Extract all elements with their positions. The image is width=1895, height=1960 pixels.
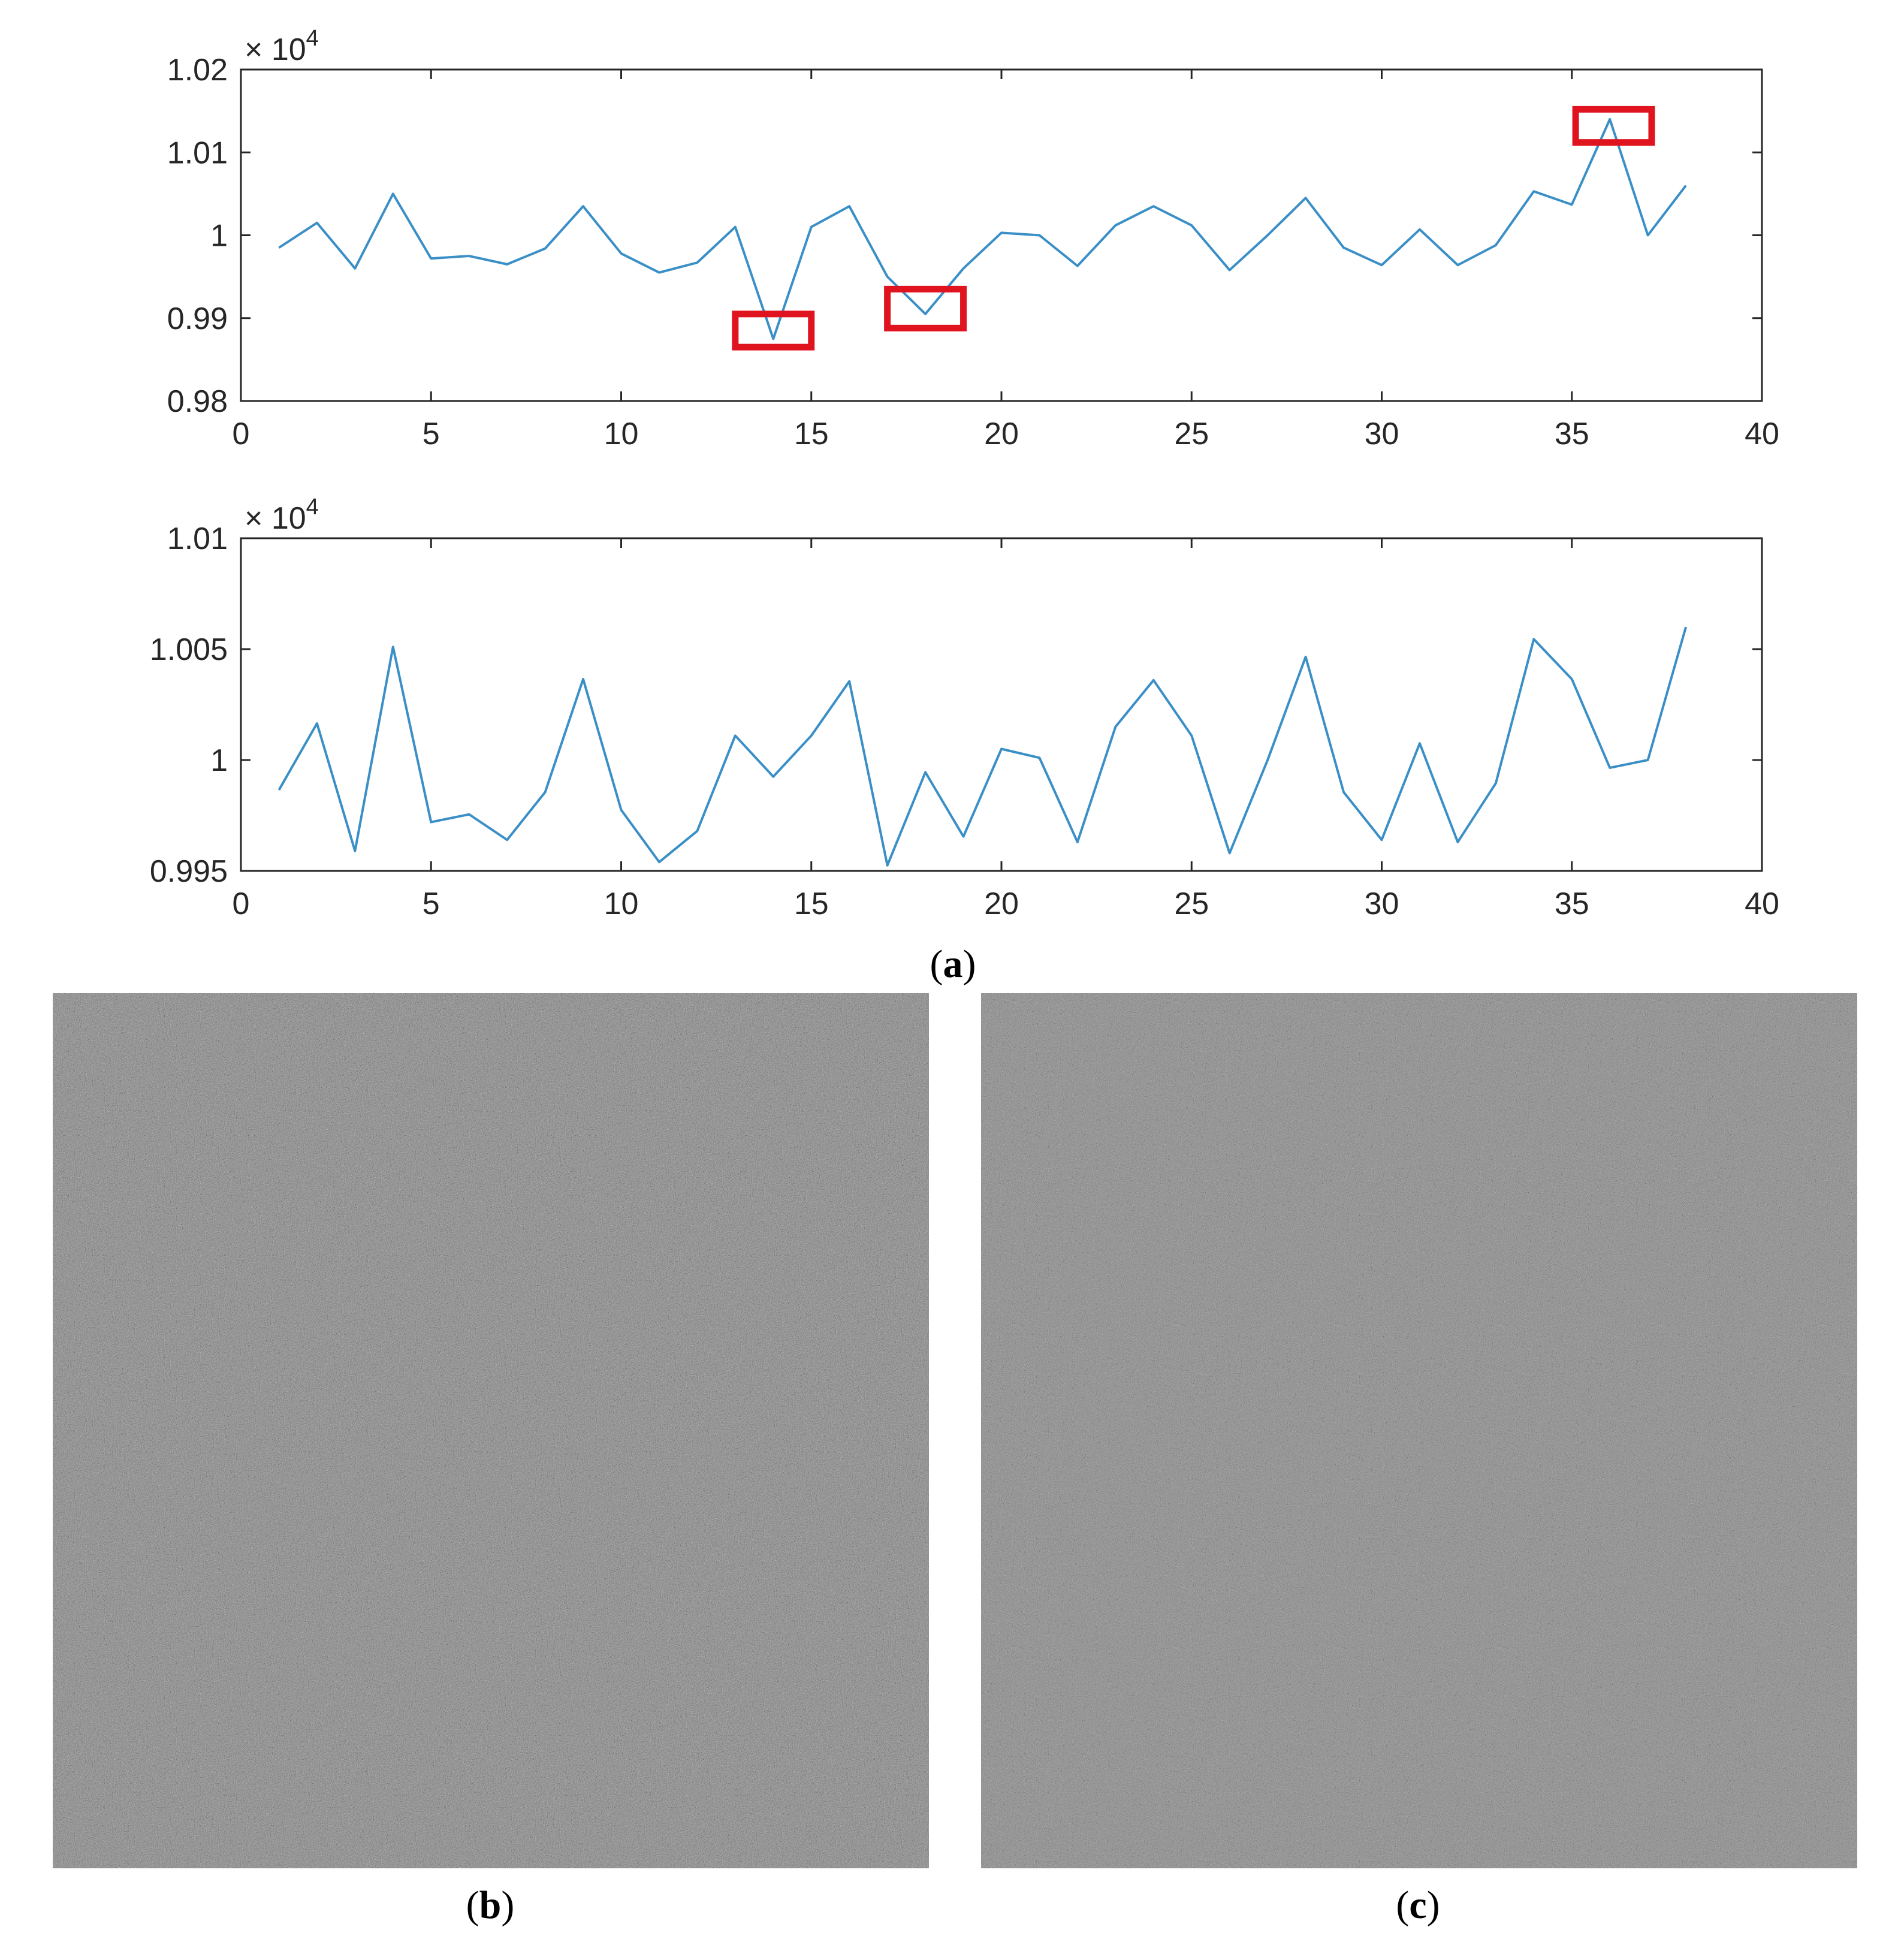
x-tick-label: 40: [1745, 886, 1779, 921]
x-axis: 0 5 10 15 20 25 30 35 40: [233, 70, 1779, 451]
exponent-label: × 104: [245, 26, 319, 67]
x-tick-label: 25: [1174, 417, 1209, 451]
plot-frame: [240, 537, 1763, 872]
y-tick-label: 1.005: [150, 632, 228, 667]
x-tick-label: 35: [1555, 417, 1589, 451]
exponent-label: × 104: [245, 494, 319, 536]
y-axis: 0.98 0.99 1 1.01 1.02: [167, 53, 1762, 419]
x-tick-label: 30: [1365, 417, 1399, 451]
noise-texture-overlay: [981, 993, 1857, 1868]
x-tick-label: 25: [1174, 886, 1209, 921]
x-tick-label: 20: [984, 886, 1019, 921]
chart-a-top: 0 5 10 15 20 25 30 35 40 0.98 0.99 1 1.01 1.02 × 104: [167, 26, 1779, 451]
y-tick-label: 1.01: [167, 135, 228, 170]
highlight-box: [1572, 105, 1655, 146]
plot-area: [277, 626, 1688, 867]
x-tick-label: 20: [984, 417, 1019, 451]
image-c: [981, 993, 1857, 1868]
x-axis: 0 5 10 15 20 25 30 35 40: [233, 538, 1779, 921]
x-tick-label: 10: [604, 417, 639, 451]
x-tick-label: 15: [794, 417, 829, 451]
highlight-box: [884, 285, 967, 331]
caption-b: (b): [466, 1883, 515, 1927]
y-tick-label: 1.02: [167, 53, 228, 88]
y-tick-label: 0.995: [150, 854, 228, 889]
x-tick-label: 15: [794, 886, 829, 921]
x-tick-label: 5: [423, 886, 440, 921]
plot-area: [278, 117, 1687, 340]
y-tick-label: 1: [210, 743, 228, 778]
x-tick-label: 5: [423, 417, 440, 451]
caption-a: (a): [930, 942, 976, 986]
y-tick-label: 1: [210, 219, 228, 254]
x-tick-label: 0: [233, 417, 250, 451]
y-tick-label: 0.98: [167, 384, 228, 419]
highlight-box: [732, 310, 815, 351]
x-tick-label: 40: [1745, 417, 1779, 451]
y-tick-label: 0.99: [167, 301, 228, 336]
caption-c: (c): [1396, 1883, 1440, 1927]
plot-frame: [240, 68, 1763, 402]
y-tick-label: 1.01: [167, 521, 228, 556]
chart-a-bottom: 0 5 10 15 20 25 30 35 40 0.995 1 1.005 1.01 × 104: [150, 494, 1779, 921]
highlight-boxes: [732, 105, 1655, 351]
x-tick-label: 30: [1365, 886, 1399, 921]
series-line: [278, 117, 1687, 340]
x-tick-label: 35: [1555, 886, 1589, 921]
noise-texture-overlay: [53, 993, 929, 1868]
image-b: [53, 993, 929, 1868]
series-line: [277, 626, 1688, 867]
y-axis: 0.995 1 1.005 1.01: [150, 521, 1762, 889]
x-tick-label: 0: [233, 886, 250, 921]
x-tick-label: 10: [604, 886, 639, 921]
